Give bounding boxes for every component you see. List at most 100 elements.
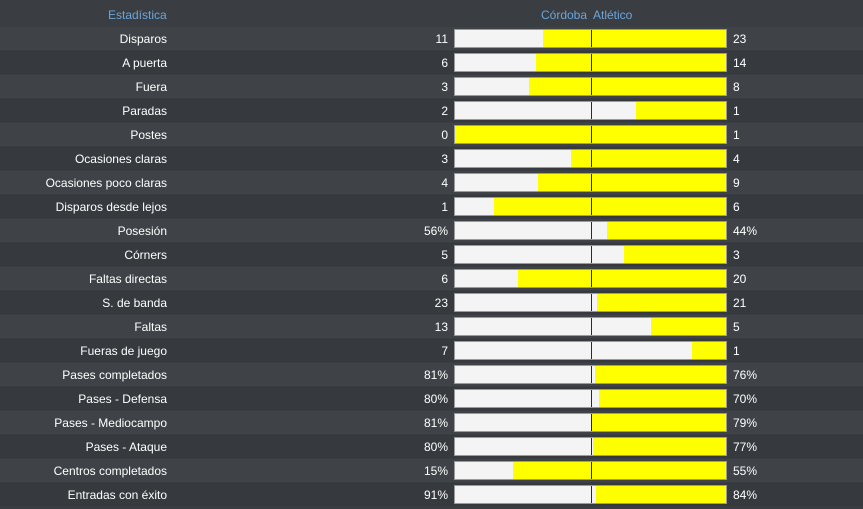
comparison-bar [454,125,727,144]
away-bar-fill [518,270,726,287]
away-value: 44% [733,224,758,238]
stat-label: Pases - Ataque [85,440,167,454]
stat-row: Faltas directas 6 20 [0,267,863,290]
home-bar-fill [455,486,596,503]
comparison-bar [454,365,727,384]
bar-center-line [591,54,592,71]
away-bar-fill [692,342,726,359]
home-bar-fill [455,246,624,263]
away-bar-fill [455,126,726,143]
home-bar-fill [455,30,543,47]
stat-label: Ocasiones poco claras [45,176,167,190]
home-bar-fill [455,390,599,407]
home-bar-fill [455,318,651,335]
home-value: 91% [423,488,448,502]
comparison-bar [454,53,727,72]
away-bar-fill [597,294,726,311]
home-bar-fill [455,222,607,239]
comparison-bar [454,149,727,168]
away-value: 9 [733,176,740,190]
home-value: 3 [441,80,448,94]
home-value: 0 [441,128,448,142]
home-value: 6 [441,272,448,286]
stat-row: Ocasiones poco claras 4 9 [0,171,863,194]
home-value: 13 [434,320,448,334]
comparison-bar [454,173,727,192]
stat-label: S. de banda [102,296,167,310]
bar-center-line [591,414,592,431]
home-value: 3 [441,152,448,166]
away-value: 20 [733,272,747,286]
home-value: 5 [441,248,448,262]
away-value: 14 [733,56,747,70]
stat-column-header[interactable]: Estadística [108,8,167,22]
bar-center-line [591,462,592,479]
bar-center-line [591,102,592,119]
stat-row: Postes 0 1 [0,123,863,146]
home-value: 1 [441,200,448,214]
bar-center-line [591,198,592,215]
stat-label: Postes [130,128,167,142]
home-team-header[interactable]: Córdoba [541,8,588,22]
stat-label: Entradas con éxito [67,488,167,502]
comparison-bar [454,77,727,96]
comparison-bar [454,29,727,48]
away-value: 23 [733,32,747,46]
bar-center-line [591,438,592,455]
away-value: 21 [733,296,747,310]
away-value: 8 [733,80,740,94]
home-value: 4 [441,176,448,190]
bar-center-line [591,30,592,47]
stat-label: Centros completados [53,464,167,478]
home-value: 2 [441,104,448,118]
home-bar-fill [455,198,494,215]
home-value: 6 [441,56,448,70]
away-value: 77% [733,440,758,454]
away-value: 5 [733,320,740,334]
home-bar-fill [455,174,538,191]
stat-row: S. de banda 23 21 [0,291,863,314]
away-bar-fill [596,486,726,503]
away-bar-fill [538,174,726,191]
stat-row: Faltas 13 5 [0,315,863,338]
away-value: 84% [733,488,758,502]
home-bar-fill [455,150,571,167]
stat-label: Posesión [117,224,167,238]
bar-center-line [591,390,592,407]
stat-row: Disparos 11 23 [0,27,863,50]
away-bar-fill [571,150,726,167]
stat-label: Disparos desde lejos [55,200,167,214]
stats-header: Estadística Córdoba Atlético [0,3,863,27]
home-value: 7 [441,344,448,358]
bar-center-line [591,222,592,239]
away-team-header[interactable]: Atlético [593,8,633,22]
comparison-bar [454,317,727,336]
away-value: 1 [733,344,740,358]
home-bar-fill [455,270,518,287]
stat-row: Fuera 3 8 [0,75,863,98]
bar-center-line [591,126,592,143]
stat-label: Córners [124,248,167,262]
home-value: 80% [423,440,448,454]
away-bar-fill [543,30,726,47]
bar-center-line [591,366,592,383]
away-bar-fill [595,366,726,383]
stat-row: Entradas con éxito 91% 84% [0,483,863,506]
comparison-bar [454,461,727,480]
stat-row: Córners 5 3 [0,243,863,266]
bar-center-line [591,486,592,503]
away-bar-fill [624,246,726,263]
home-value: 80% [423,392,448,406]
away-bar-fill [599,390,726,407]
comparison-bar [454,413,727,432]
home-value: 56% [423,224,448,238]
stat-label: Disparos [119,32,167,46]
stat-label: Pases - Defensa [78,392,167,406]
home-bar-fill [455,78,529,95]
stat-row: Pases - Mediocampo 81% 79% [0,411,863,434]
away-value: 79% [733,416,758,430]
home-bar-fill [455,414,592,431]
away-bar-fill [494,198,726,215]
stat-row: Paradas 2 1 [0,99,863,122]
